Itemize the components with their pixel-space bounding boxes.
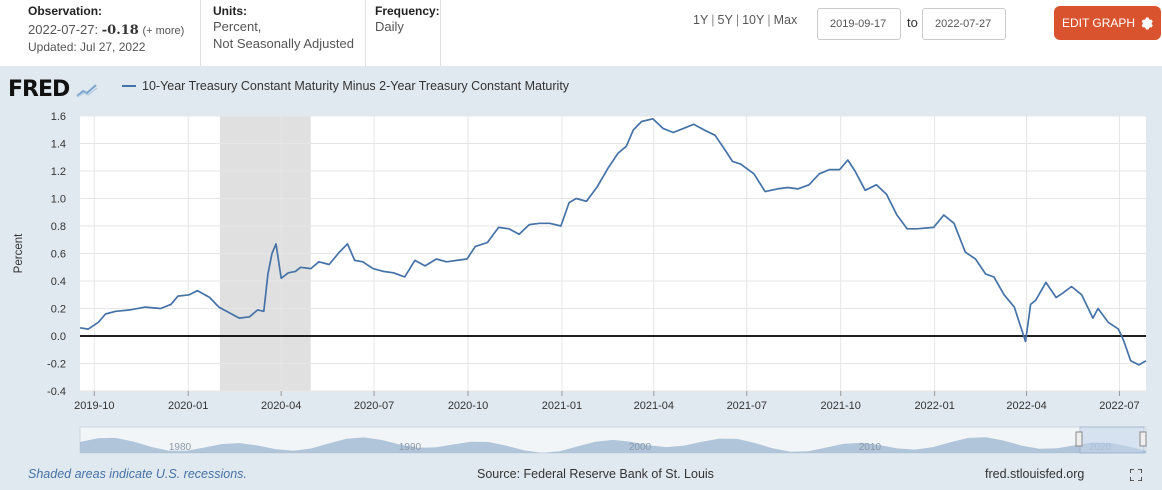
date-range-shortcuts: 1Y | 5Y | 10Y | Max <box>693 13 797 27</box>
range-separator: | <box>767 13 771 27</box>
x-tick-label: 2020-07 <box>354 400 394 412</box>
x-tick-label: 2019-10 <box>74 400 114 412</box>
units-panel: Units: Percent, Not Seasonally Adjusted <box>200 0 366 66</box>
navigator-selection[interactable] <box>1079 426 1145 454</box>
edit-graph-button[interactable]: EDIT GRAPH <box>1054 6 1161 40</box>
navigator-label: 1980 <box>169 442 192 453</box>
range-5y-link[interactable]: 5Y <box>717 13 733 27</box>
x-tick-label: 2020-10 <box>448 400 488 412</box>
navigator-label: 2000 <box>629 442 652 453</box>
chart-container: FRED 10-Year Treasury Constant Maturity … <box>0 66 1162 490</box>
navigator-label: 2010 <box>859 442 882 453</box>
y-tick-label: -0.4 <box>47 386 66 398</box>
y-tick-label: 0.2 <box>51 304 66 316</box>
range-separator: | <box>735 13 740 27</box>
navigator-handle-left[interactable] <box>1075 431 1083 447</box>
observation-date: 2022-07-27: <box>28 22 99 37</box>
fred-logo-text: FRED <box>8 77 70 102</box>
range-1y-link[interactable]: 1Y <box>693 13 709 27</box>
fullscreen-icon[interactable] <box>1130 469 1142 481</box>
y-tick-label: 1.4 <box>51 139 66 151</box>
x-tick-label: 2022-04 <box>1006 400 1046 412</box>
updated-date: Updated: Jul 27, 2022 <box>28 40 146 54</box>
y-axis-label: Percent <box>13 233 25 273</box>
source-note: Source: Federal Reserve Bank of St. Loui… <box>477 467 714 481</box>
y-tick-label: 0.8 <box>51 221 66 233</box>
header-bar: Observation: 2022-07-27: -0.18 (+ more) … <box>0 0 1162 66</box>
y-tick-label: -0.2 <box>47 359 66 371</box>
legend-label: 10-Year Treasury Constant Maturity Minus… <box>142 79 570 93</box>
y-tick-label: 1.2 <box>51 166 66 178</box>
observation-value: -0.18 <box>101 23 139 38</box>
y-tick-label: 1.6 <box>51 111 66 123</box>
frequency-panel: Frequency: Daily <box>365 0 441 66</box>
y-tick-label: 0.4 <box>51 276 66 288</box>
observation-more-link[interactable]: (+ more) <box>142 25 185 37</box>
y-tick-label: 0.0 <box>51 331 66 343</box>
units-label: Units: <box>213 4 247 18</box>
x-tick-label: 2021-10 <box>821 400 861 412</box>
chart-icon <box>76 84 98 98</box>
x-tick-label: 2021-07 <box>727 400 767 412</box>
x-tick-label: 2022-07 <box>1099 400 1139 412</box>
series-legend[interactable]: 10-Year Treasury Constant Maturity Minus… <box>122 79 569 93</box>
line-chart: 1.6 1.4 1.2 1.0 0.8 0.6 0.4 0.2 0.0 -0.2 -0.4 2019-… <box>13 111 1147 454</box>
frequency-label: Frequency: <box>375 4 440 18</box>
navigator-area <box>80 437 1146 453</box>
range-10y-link[interactable]: 10Y <box>742 13 765 27</box>
x-tick-label: 2021-01 <box>542 400 582 412</box>
y-tick-label: 1.0 <box>51 194 66 206</box>
fred-logo: FRED <box>8 77 98 102</box>
observation-label: Observation: <box>28 4 103 18</box>
range-max-link[interactable]: Max <box>773 13 798 27</box>
observation-readout: 2022-07-27: -0.18 (+ more) <box>28 22 184 39</box>
frequency-value: Daily <box>375 19 404 34</box>
recession-note: Shaded areas indicate U.S. recessions. <box>28 467 247 481</box>
edit-graph-label: EDIT GRAPH <box>1061 16 1136 30</box>
x-tick-label: 2020-01 <box>168 400 208 412</box>
date-to-label: to <box>907 15 918 30</box>
start-date-input[interactable] <box>817 8 901 40</box>
series-line <box>79 117 1147 366</box>
site-link[interactable]: fred.stlouisfed.org <box>985 467 1085 481</box>
x-tick-label: 2021-04 <box>634 400 674 412</box>
navigator-label: 1990 <box>399 442 422 453</box>
units-line-1: Percent, <box>213 19 262 34</box>
navigator-handle-right[interactable] <box>1139 431 1147 447</box>
gear-icon <box>1141 16 1153 30</box>
units-line-2: Not Seasonally Adjusted <box>213 36 354 51</box>
end-date-input[interactable] <box>922 8 1006 40</box>
observation-panel: Observation: 2022-07-27: -0.18 (+ more) … <box>0 0 201 66</box>
range-separator: | <box>711 13 715 27</box>
x-tick-label: 2022-01 <box>914 400 954 412</box>
x-tick-label: 2020-04 <box>261 400 301 412</box>
legend-swatch <box>122 85 136 87</box>
y-tick-label: 0.6 <box>51 249 66 261</box>
